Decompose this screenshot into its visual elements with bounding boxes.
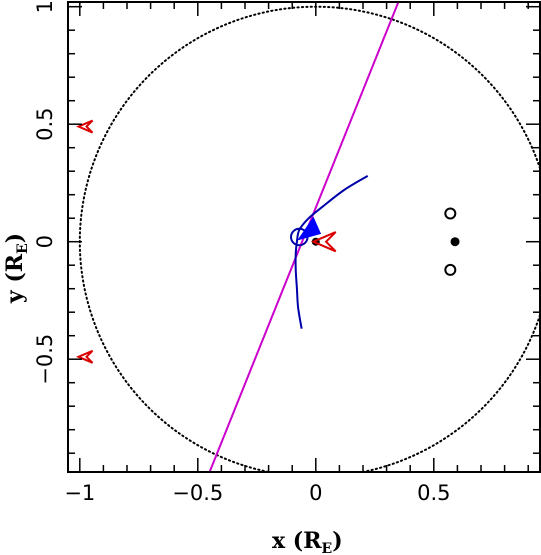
x-tick-label: 0.5: [417, 481, 450, 505]
x-tick-label: −1: [64, 481, 95, 505]
image-marker-3: [75, 349, 94, 364]
axes-frame-layer: [67, 1, 541, 473]
y-axis-unit-sub: E: [15, 243, 31, 254]
lens-companion-dot: [450, 237, 460, 247]
caustic-curve: [294, 175, 369, 329]
ticks-layer: −1 −0.5 0 0.5 −0.5 0 0.5 1: [33, 0, 540, 505]
y-axis-title: y (RE): [2, 233, 31, 304]
y-tick-label: 1: [33, 0, 57, 13]
markers-layer: [75, 119, 460, 364]
lens-open-upper-circle: [444, 207, 457, 220]
einstein-ring-layer: [78, 5, 540, 472]
y-tick-label: −0.5: [33, 334, 57, 385]
y-tick-label: 0: [33, 235, 57, 248]
labels-layer: x (RE) y (RE): [2, 233, 343, 555]
x-axis-unit: R: [303, 528, 322, 554]
x-axis-unit-sub: E: [322, 541, 333, 555]
y-axis-unit: R: [2, 253, 28, 272]
x-tick-label: −0.5: [172, 481, 223, 505]
plot-frame: [67, 1, 541, 473]
y-axis-symbol: y: [2, 289, 28, 304]
x-tick-label: 0: [309, 481, 322, 505]
einstein-ring: [78, 5, 540, 472]
image-marker-2: [75, 119, 94, 134]
image-marker-1: [310, 231, 337, 253]
y-tick-label: 0.5: [33, 107, 57, 140]
lens-open-lower-circle: [444, 263, 457, 276]
caustic-arrow-head: [297, 216, 322, 241]
x-axis-title: x (RE): [272, 528, 343, 555]
x-axis-symbol: x: [272, 528, 286, 554]
